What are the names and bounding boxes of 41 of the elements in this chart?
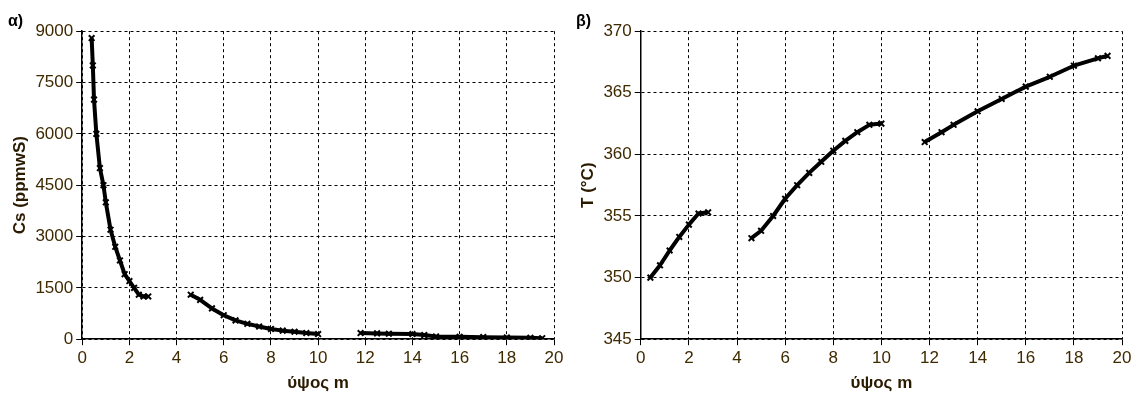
y-tick-label: 7500: [35, 72, 74, 92]
x-tick-label: 20: [544, 348, 564, 368]
chart-title: β): [576, 12, 592, 30]
x-tick-label: 18: [1064, 348, 1084, 368]
y-tick-label: 370: [603, 20, 632, 40]
y-tick-label: 4500: [35, 174, 74, 194]
y-tick-label: 9000: [35, 20, 74, 40]
chart-title: α): [8, 12, 24, 30]
x-tick-label: 12: [920, 348, 939, 368]
x-axis-title: ύψος m: [287, 373, 349, 393]
x-tick-label: 10: [871, 348, 891, 368]
y-tick-label: 360: [603, 144, 632, 164]
y-tick-label: 345: [603, 328, 632, 348]
x-tick-label: 10: [308, 348, 328, 368]
y-tick-label: 365: [603, 82, 632, 102]
y-axis-title: Cs (ppmwS): [9, 136, 29, 235]
x-tick-label: 4: [171, 348, 182, 368]
x-tick-label: 20: [1112, 348, 1132, 368]
y-tick-label: 1500: [35, 277, 74, 297]
x-tick-label: 18: [497, 348, 517, 368]
y-tick-label: 0: [63, 328, 74, 348]
y-tick-label: 355: [603, 205, 632, 225]
y-tick-label: 350: [603, 267, 632, 287]
x-tick-label: 16: [450, 348, 470, 368]
x-tick-label: 4: [732, 348, 742, 368]
y-tick-label: 3000: [35, 226, 74, 246]
x-tick-label: 14: [403, 348, 422, 368]
x-tick-label: 2: [684, 348, 694, 368]
x-tick-label: 0: [77, 348, 87, 368]
x-axis-title: ύψος m: [850, 373, 913, 393]
x-tick-label: 12: [355, 348, 375, 368]
x-tick-label: 8: [266, 348, 276, 368]
x-tick-label: 8: [828, 348, 838, 368]
x-tick-label: 6: [780, 348, 790, 368]
y-axis-title: T (°C): [577, 162, 597, 208]
x-tick-label: 16: [1016, 348, 1036, 368]
x-tick-label: 0: [636, 348, 646, 368]
x-tick-label: 2: [124, 348, 135, 368]
y-tick-label: 6000: [35, 123, 74, 143]
x-tick-label: 14: [968, 348, 988, 368]
x-tick-label: 6: [219, 348, 229, 368]
